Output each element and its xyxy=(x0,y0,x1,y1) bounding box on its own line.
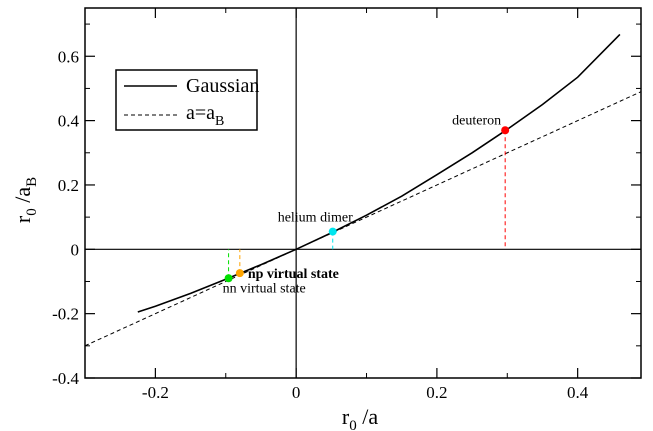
series-line-gaussian xyxy=(137,33,621,313)
x-axis-label-rest: /a xyxy=(357,404,379,429)
x-tick-label: 0.4 xyxy=(567,383,589,402)
x-tick-label: -0.2 xyxy=(142,383,169,402)
legend-label-a-eq-ab-main: a=a xyxy=(186,102,215,124)
x-tick-label: 0.2 xyxy=(426,383,447,402)
data-point xyxy=(328,227,337,236)
point-label: deuteron xyxy=(452,113,501,128)
series-line-a-eq-ab xyxy=(85,91,641,347)
data-point xyxy=(501,126,510,135)
series-layer xyxy=(85,33,641,347)
y-axis-label-sub0: 0 xyxy=(24,208,40,216)
y-axis-label: r0 /aB xyxy=(10,177,40,223)
point-label: nn virtual state xyxy=(223,281,306,296)
y-tick-label: -0.2 xyxy=(52,305,79,324)
x-tick-label: 0 xyxy=(292,383,301,402)
data-point xyxy=(224,274,233,283)
drop-lines xyxy=(228,130,506,279)
zero-lines xyxy=(85,8,641,378)
y-tick-label: 0.2 xyxy=(58,176,79,195)
y-axis-label-mid: /a xyxy=(10,187,35,209)
y-tick-label: -0.4 xyxy=(52,369,79,388)
y-axis-label-sub1: B xyxy=(24,177,40,187)
point-label: np virtual state xyxy=(248,267,339,282)
legend-box xyxy=(115,69,258,131)
y-axis-label-main: r xyxy=(10,215,35,223)
x-axis-label-main: r xyxy=(342,404,350,429)
plot-frame xyxy=(84,7,642,379)
point-label: helium dimer xyxy=(278,211,353,226)
legend-label-a-eq-ab-sub: B xyxy=(215,114,224,129)
x-axis-label: r0 /a xyxy=(342,404,378,431)
x-axis-label-sub: 0 xyxy=(349,418,357,431)
data-point xyxy=(235,269,244,278)
legend-label-a-eq-ab: a=aB xyxy=(186,102,224,129)
y-tick-label: 0.4 xyxy=(58,112,80,131)
legend-label-gaussian: Gaussian xyxy=(186,75,259,97)
legend: Gaussian a=aB xyxy=(115,69,259,131)
y-tick-label: 0 xyxy=(71,240,80,259)
ticks: -0.2 0 0.2 0.4 -0.4 -0.2 0 0.2 0.4 0.6 xyxy=(52,8,641,402)
y-tick-label: 0.6 xyxy=(58,47,79,66)
